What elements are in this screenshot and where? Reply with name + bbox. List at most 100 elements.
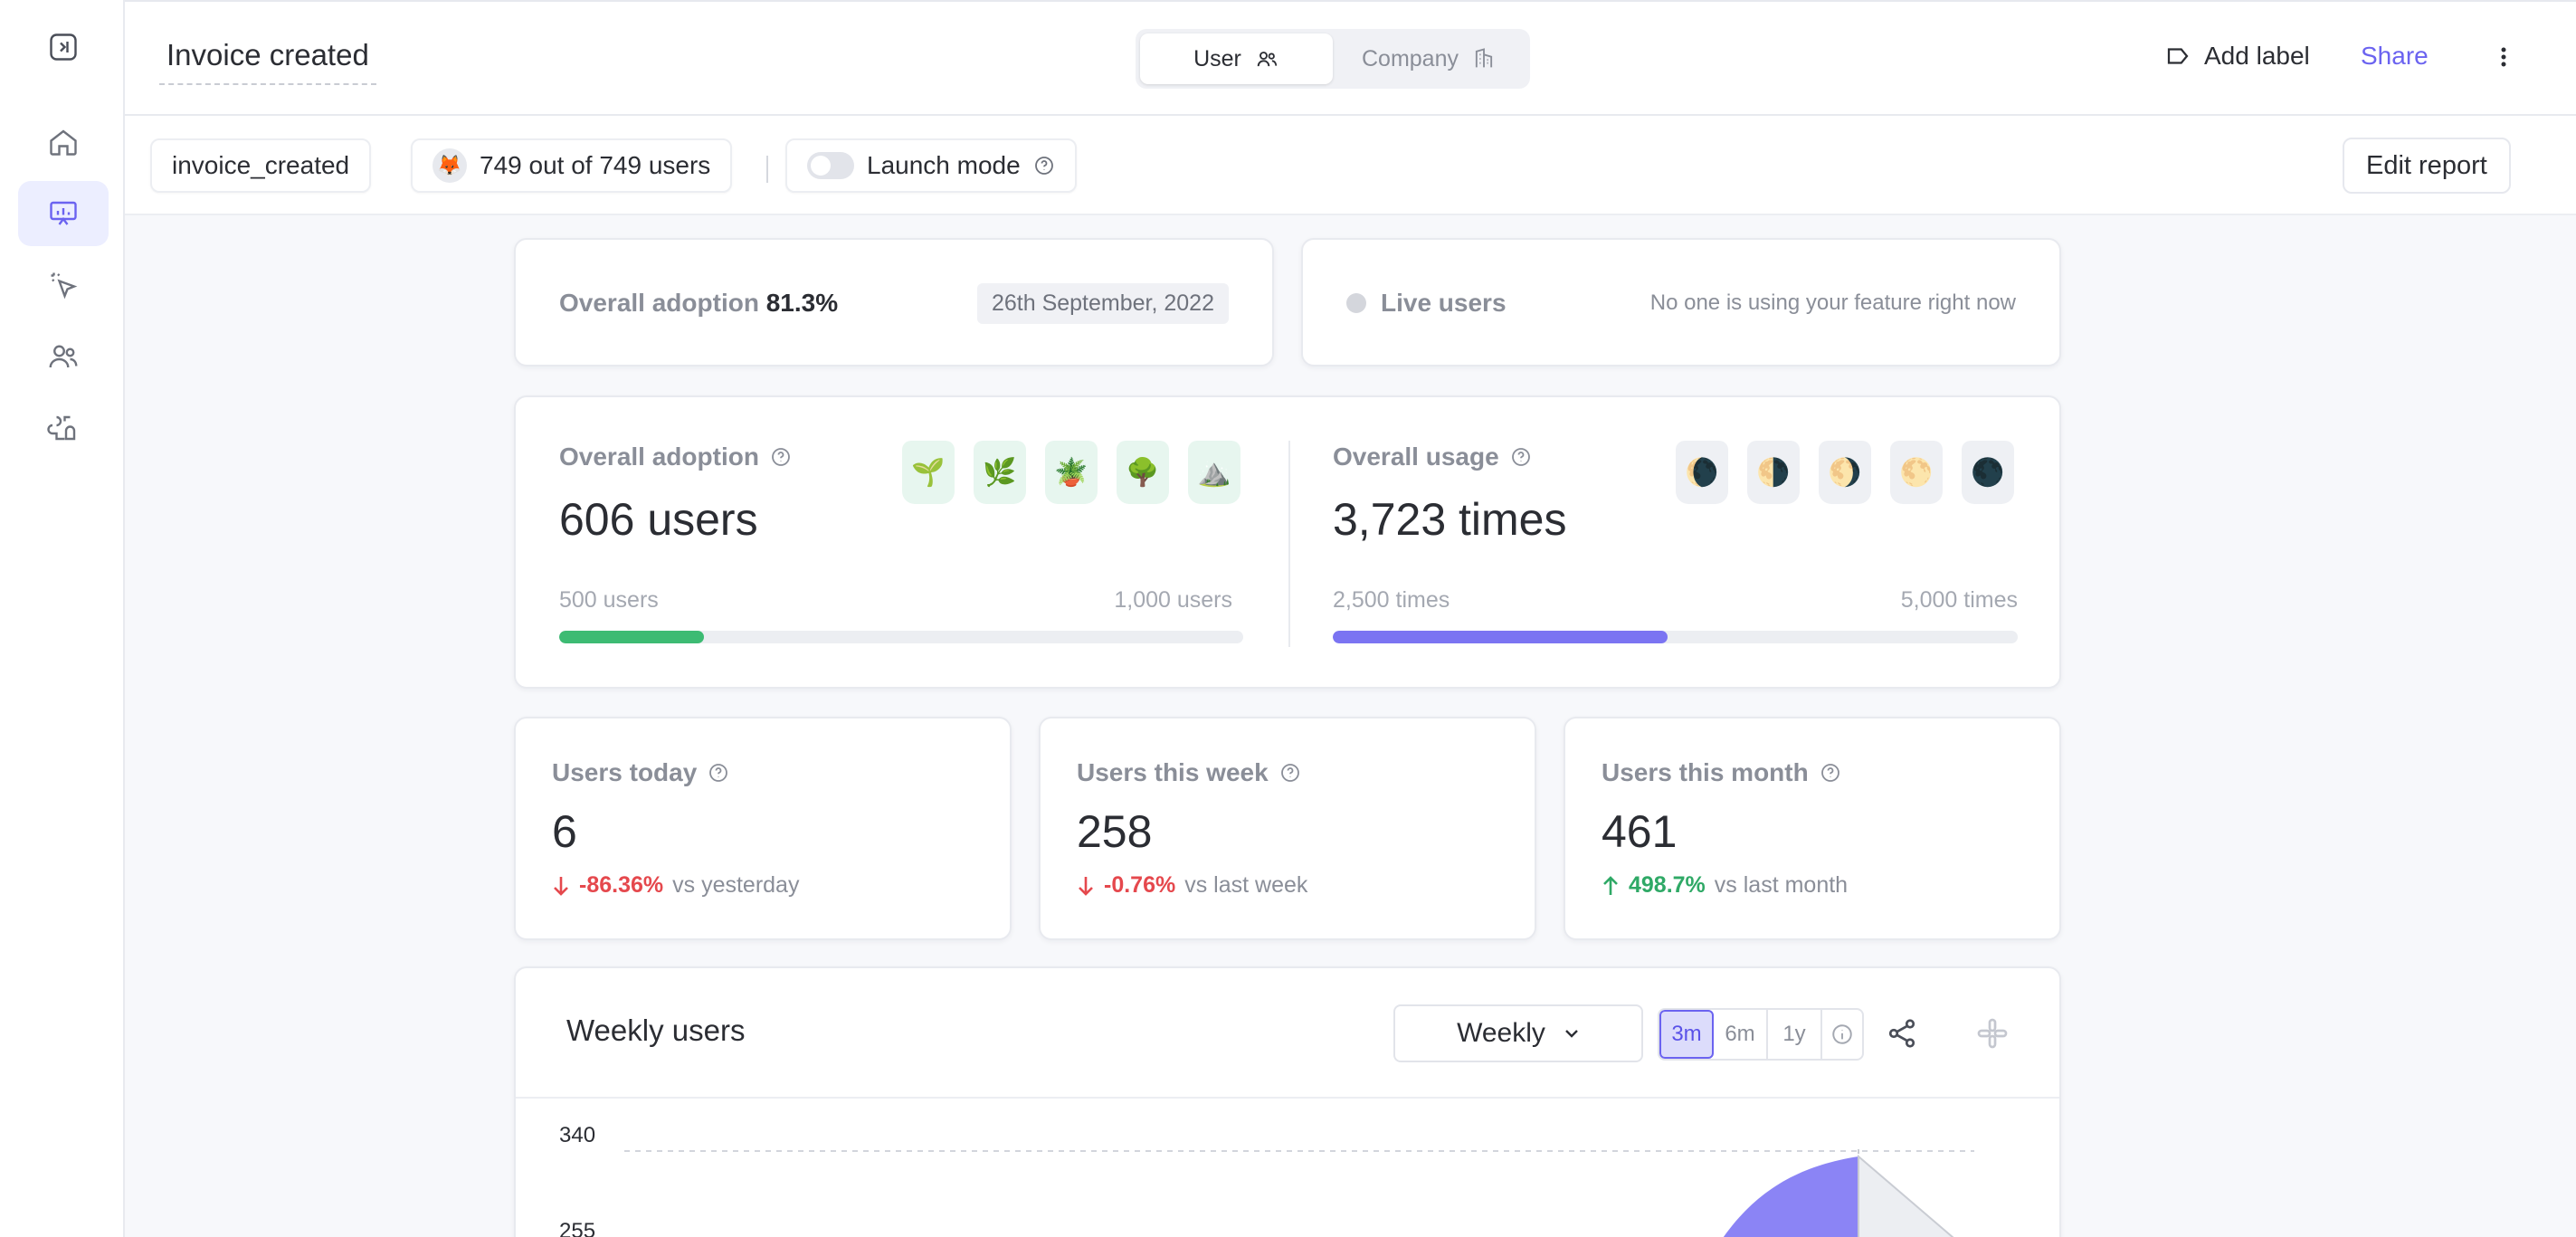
arrow-down-icon xyxy=(554,876,568,896)
launch-mode-label: Launch mode xyxy=(867,151,1021,179)
chart-header: Weekly users Weekly 3m 6m 1y xyxy=(516,968,2059,1099)
adoption-summary-value: 81.3% xyxy=(765,289,839,317)
range-3m[interactable]: 3m xyxy=(1659,1010,1714,1059)
adoption-range-min: 500 users xyxy=(559,587,659,613)
users-week-compare: vs last week xyxy=(1184,872,1308,898)
moon-waning-gibbous-icon: 🌖 xyxy=(1819,441,1871,504)
fox-avatar-icon: 🦊 xyxy=(433,148,467,183)
usage-progress-fill xyxy=(1333,631,1668,643)
moon-waning-crescent-icon: 🌘 xyxy=(1676,441,1728,504)
users-month-label-text: Users this month xyxy=(1602,758,1809,786)
help-icon[interactable] xyxy=(1033,155,1055,176)
range-selector: 3m 6m 1y xyxy=(1658,1008,1864,1061)
date-badge: 26th September, 2022 xyxy=(976,283,1229,324)
period-select[interactable]: Weekly xyxy=(1393,1004,1643,1062)
range-1y[interactable]: 1y xyxy=(1768,1010,1822,1059)
users-today-compare: vs yesterday xyxy=(672,872,800,898)
sidebar xyxy=(0,0,125,1237)
help-icon[interactable] xyxy=(1279,762,1301,784)
usage-range-min: 2,500 times xyxy=(1333,587,1450,613)
report-header: Invoice created User Company Add label S… xyxy=(125,0,2576,116)
integrations-icon[interactable] xyxy=(18,395,109,461)
adoption-progress-fill xyxy=(559,631,705,643)
more-options-icon[interactable] xyxy=(2499,43,2508,71)
tag-icon xyxy=(2167,48,2189,64)
info-icon[interactable] xyxy=(1822,1010,1862,1059)
live-users-card: Live users No one is using your feature … xyxy=(1301,238,2061,366)
cursor-click-icon[interactable] xyxy=(18,252,109,318)
help-icon[interactable] xyxy=(1820,762,1841,784)
users-month-delta: 498.7% vs last month xyxy=(1602,872,1848,899)
new-moon-icon: 🌑 xyxy=(1962,441,2014,504)
help-icon[interactable] xyxy=(1510,446,1532,468)
usage-range-max: 5,000 times xyxy=(1900,587,2018,613)
usage-progress-bar xyxy=(1333,631,2018,643)
adoption-summary-label-text: Overall adoption xyxy=(559,289,759,317)
users-icon[interactable] xyxy=(18,324,109,389)
event-chip[interactable]: invoice_created xyxy=(150,138,372,193)
building-icon xyxy=(1475,48,1493,68)
overall-adoption-label-text: Overall adoption xyxy=(559,442,759,471)
launch-mode-toggle[interactable] xyxy=(807,152,854,179)
arrow-down-icon xyxy=(1079,876,1093,896)
tab-user-label: User xyxy=(1193,45,1241,71)
y-tick-label: 340 xyxy=(559,1123,595,1147)
users-month-value: 461 xyxy=(1602,806,1678,857)
launch-mode-chip[interactable]: Launch mode xyxy=(785,138,1077,193)
overall-usage-value: 3,723 times xyxy=(1333,494,1567,545)
reports-icon[interactable] xyxy=(18,181,109,246)
expand-sidebar-icon[interactable] xyxy=(18,14,109,80)
users-month-delta-value: 498.7% xyxy=(1629,872,1706,898)
share-icon[interactable] xyxy=(1886,1017,1918,1050)
arrow-up-icon xyxy=(1603,875,1618,895)
mountain-icon: ⛰️ xyxy=(1188,441,1240,504)
users-week-label-text: Users this week xyxy=(1077,758,1269,786)
full-moon-icon: 🌕 xyxy=(1890,441,1943,504)
moon-last-quarter-icon: 🌗 xyxy=(1747,441,1800,504)
overall-usage-label-text: Overall usage xyxy=(1333,442,1499,471)
add-label-button[interactable]: Add label xyxy=(2164,42,2310,71)
tab-company[interactable]: Company xyxy=(1333,33,1526,84)
help-icon[interactable] xyxy=(708,762,729,784)
users-month-label: Users this month xyxy=(1602,758,1841,787)
overall-usage-label: Overall usage xyxy=(1333,442,1532,471)
overall-adoption-value: 606 users xyxy=(559,494,758,545)
toolbar-divider xyxy=(766,156,768,183)
weekly-users-card: Weekly users Weekly 3m 6m 1y 340 255 xyxy=(514,966,2061,1237)
users-today-delta: -86.36% vs yesterday xyxy=(552,872,799,899)
slack-icon[interactable] xyxy=(1976,1017,2009,1050)
audience-chip[interactable]: 🦊 749 out of 749 users xyxy=(411,138,733,193)
users-month-compare: vs last month xyxy=(1714,872,1849,898)
weekly-users-area-partial xyxy=(1858,1154,1954,1237)
help-icon[interactable] xyxy=(770,446,792,468)
herb-icon: 🌿 xyxy=(974,441,1026,504)
report-title[interactable]: Invoice created xyxy=(159,38,376,85)
chart-title: Weekly users xyxy=(566,1013,746,1047)
add-label-text: Add label xyxy=(2204,42,2310,70)
range-6m[interactable]: 6m xyxy=(1714,1010,1768,1059)
potted-plant-icon: 🪴 xyxy=(1045,441,1098,504)
tab-user[interactable]: User xyxy=(1140,33,1333,84)
adoption-progress-bar xyxy=(559,631,1243,643)
adoption-milestone-badges: 🌱 🌿 🪴 🌳 ⛰️ xyxy=(902,441,1240,504)
share-button[interactable]: Share xyxy=(2361,42,2429,70)
sprout-icon: 🌱 xyxy=(902,441,955,504)
tree-icon: 🌳 xyxy=(1117,441,1169,504)
users-today-delta-value: -86.36% xyxy=(579,872,664,898)
report-toolbar: invoice_created 🦊 749 out of 749 users L… xyxy=(125,116,2576,215)
users-today-card: Users today 6 -86.36% vs yesterday xyxy=(514,717,1012,940)
adoption-summary-card: Overall adoption 81.3% 26th September, 2… xyxy=(514,238,1274,366)
edit-report-button[interactable]: Edit report xyxy=(2343,138,2511,194)
users-today-value: 6 xyxy=(552,806,577,857)
entity-toggle: User Company xyxy=(1136,29,1530,89)
tab-company-label: Company xyxy=(1362,45,1459,71)
users-month-card: Users this month 461 498.7% vs last mont… xyxy=(1564,717,2061,940)
home-icon[interactable] xyxy=(18,109,109,175)
chevron-down-icon xyxy=(1565,1030,1578,1038)
live-users-message: No one is using your feature right now xyxy=(1649,290,2016,315)
users-today-label: Users today xyxy=(552,758,729,787)
users-icon xyxy=(1257,52,1278,67)
users-week-delta-value: -0.76% xyxy=(1104,872,1176,898)
weekly-users-chart: 340 255 xyxy=(559,1123,1974,1237)
users-week-label: Users this week xyxy=(1077,758,1301,787)
